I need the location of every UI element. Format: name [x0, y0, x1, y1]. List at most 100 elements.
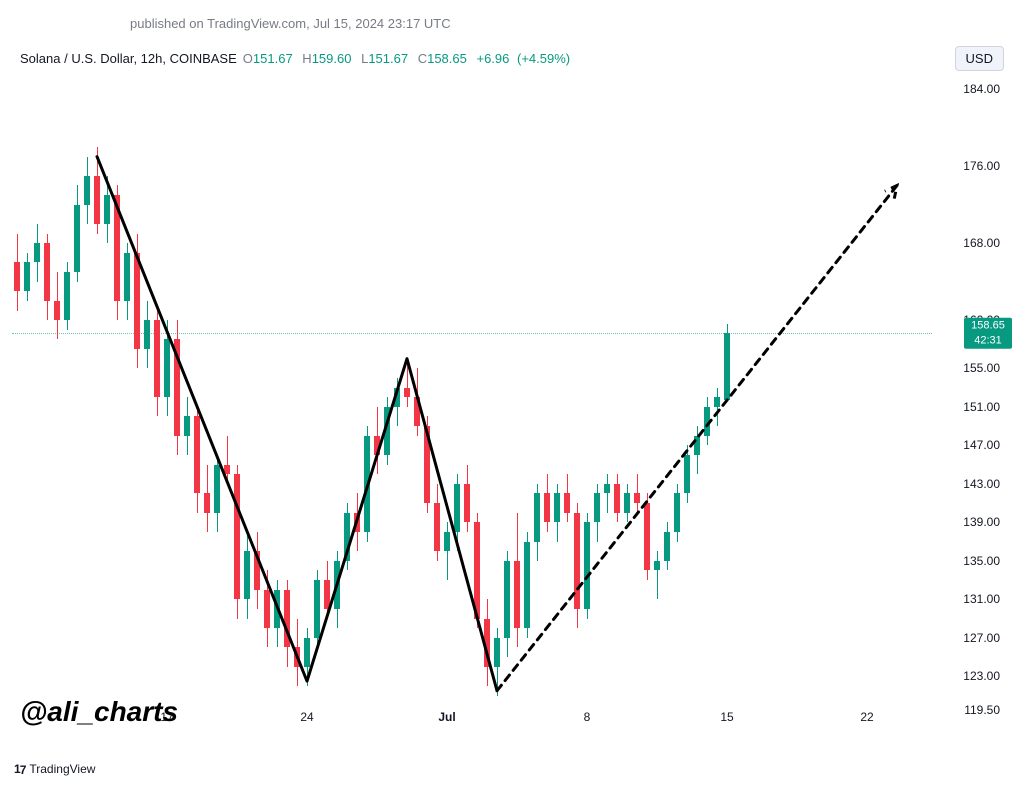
h-value: 159.60: [312, 51, 352, 66]
candle-body: [144, 320, 150, 349]
candle-wick: [607, 474, 608, 512]
candle-body: [174, 339, 180, 435]
candle-body: [24, 262, 30, 291]
candle-body: [494, 638, 500, 667]
change-value: +6.96: [476, 51, 509, 66]
l-value: 151.67: [368, 51, 408, 66]
candle-body: [534, 493, 540, 541]
candle-body: [294, 647, 300, 666]
candle-body: [404, 388, 410, 398]
candle-body: [114, 195, 120, 301]
candle-wick: [657, 551, 658, 599]
candle-body: [304, 638, 310, 667]
y-tick-label: 155.00: [963, 361, 1000, 375]
candle-body: [234, 474, 240, 599]
x-tick-label: 22: [860, 710, 873, 724]
candle-body: [34, 243, 40, 262]
candle-body: [374, 436, 380, 455]
candle-body: [634, 493, 640, 503]
candle-body: [124, 253, 130, 301]
x-tick-label: Jul: [438, 710, 455, 724]
candle-body: [14, 262, 20, 291]
candle-body: [334, 561, 340, 609]
candle-body: [724, 333, 730, 400]
candle-body: [254, 551, 260, 589]
candle-body: [444, 532, 450, 551]
y-tick-label: 143.00: [963, 477, 1000, 491]
candle-body: [684, 455, 690, 493]
candle-body: [674, 493, 680, 531]
candle-body: [224, 465, 230, 475]
pattern-overlay: [12, 70, 932, 710]
candle-body: [264, 590, 270, 628]
y-tick-label: 135.00: [963, 554, 1000, 568]
candle-body: [664, 532, 670, 561]
candle-body: [624, 493, 630, 512]
candle-body: [214, 465, 220, 513]
y-tick-label: 184.00: [963, 82, 1000, 96]
candle-body: [194, 416, 200, 493]
candle-body: [644, 503, 650, 570]
candle-body: [484, 619, 490, 667]
candle-wick: [717, 388, 718, 426]
candle-body: [454, 484, 460, 532]
candle-body: [574, 513, 580, 609]
candle-body: [204, 493, 210, 512]
c-label: C: [418, 51, 427, 66]
candle-body: [544, 493, 550, 522]
candle-body: [584, 522, 590, 609]
chart-header: Solana / U.S. Dollar, 12h, COINBASE O151…: [20, 46, 1004, 71]
candle-body: [384, 407, 390, 455]
candle-body: [324, 580, 330, 609]
candle-body: [474, 522, 480, 618]
candle-body: [694, 436, 700, 455]
candle-body: [54, 301, 60, 320]
x-tick-label: 24: [300, 710, 313, 724]
c-value: 158.65: [427, 51, 467, 66]
author-watermark: @ali_charts: [20, 696, 178, 728]
tv-logo-text: TradingView: [29, 762, 95, 776]
y-tick-label: 139.00: [963, 515, 1000, 529]
current-price-flag: 158.6542:31: [964, 318, 1012, 349]
candle-body: [274, 590, 280, 628]
o-value: 151.67: [253, 51, 293, 66]
candle-body: [514, 561, 520, 628]
y-tick-label: 151.00: [963, 400, 1000, 414]
candle-body: [314, 580, 320, 638]
candle-body: [554, 493, 560, 522]
candle-body: [244, 551, 250, 599]
x-tick-label: 8: [584, 710, 591, 724]
candle-body: [654, 561, 660, 571]
candle-body: [84, 176, 90, 205]
tradingview-logo: ⁠17 TradingView: [14, 762, 95, 776]
candle-body: [184, 416, 190, 435]
y-tick-label: 147.00: [963, 438, 1000, 452]
ohlc-group: O151.67 H159.60 L151.67 C158.65 +6.96 (+…: [237, 51, 570, 66]
candle-body: [44, 243, 50, 301]
candle-body: [354, 513, 360, 532]
candle-body: [344, 513, 350, 561]
candle-body: [154, 320, 160, 397]
candle-body: [94, 176, 100, 224]
published-text: published on TradingView.com, Jul 15, 20…: [130, 16, 451, 31]
candlestick-chart[interactable]: [12, 70, 932, 710]
y-tick-label: 123.00: [963, 669, 1000, 683]
y-tick-label: 119.50: [964, 703, 1000, 717]
candle-body: [414, 397, 420, 426]
pair-title: Solana / U.S. Dollar, 12h, COINBASE: [20, 51, 237, 66]
y-axis: 184.00176.00168.00160.00155.00151.00147.…: [932, 70, 1012, 710]
candle-body: [604, 484, 610, 494]
x-tick-label: 15: [720, 710, 733, 724]
candle-body: [74, 205, 80, 272]
candle-body: [504, 561, 510, 638]
candle-body: [434, 503, 440, 551]
candle-body: [364, 436, 370, 532]
candle-body: [134, 253, 140, 349]
o-label: O: [243, 51, 253, 66]
change-pct: (+4.59%): [517, 51, 570, 66]
candle-body: [704, 407, 710, 436]
h-label: H: [302, 51, 311, 66]
candle-body: [464, 484, 470, 522]
candle-body: [284, 590, 290, 648]
currency-badge[interactable]: USD: [955, 46, 1004, 71]
